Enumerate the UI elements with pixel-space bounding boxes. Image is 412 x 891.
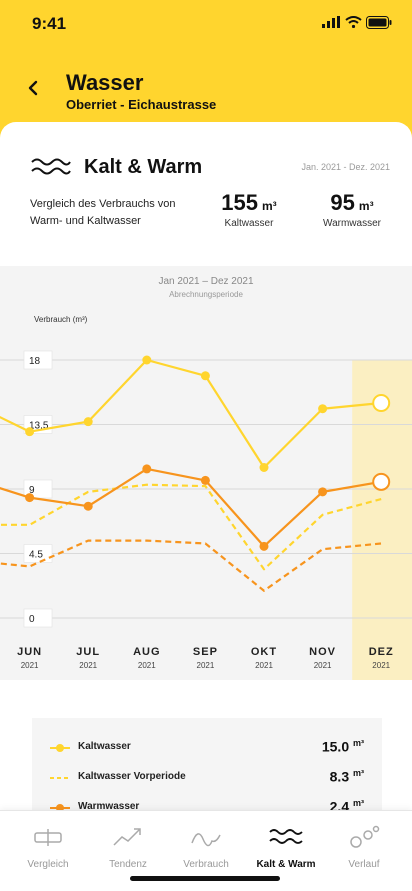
- series-line-warmwasser: [0, 467, 382, 548]
- y-tick-box: [23, 544, 53, 563]
- legend-row-kaltwasser: Kaltwasser 15.0 m³: [48, 738, 366, 758]
- home-indicator: [130, 876, 280, 881]
- card-header: Kalt & Warm Jan. 2021 - Dez. 2021: [30, 152, 390, 182]
- data-point: [25, 493, 35, 503]
- dashed-yellow-line-icon: [50, 777, 70, 779]
- stat-label: Warmwasser: [323, 218, 381, 229]
- compare-icon: [34, 829, 62, 846]
- chart-y-axis-label: Verbrauch (m³): [34, 315, 88, 324]
- tab-kalt-warm[interactable]: Kalt & Warm: [246, 811, 326, 881]
- page-title: Wasser: [66, 70, 144, 95]
- data-point: [259, 541, 269, 551]
- y-tick-label: 4.5: [29, 550, 43, 561]
- data-point: [83, 501, 93, 511]
- x-tick-year: 2021: [138, 661, 156, 670]
- tab-verbrauch[interactable]: Verbrauch: [166, 811, 246, 881]
- data-point: [83, 417, 93, 427]
- wifi-icon: [345, 16, 362, 28]
- selected-data-point: [372, 394, 391, 412]
- x-tick-month: OKT: [251, 646, 277, 658]
- consumption-line-chart[interactable]: 18 13.5 9 4.5 0 JUN 2021 JUL 2021 AUG 2021 SEP 2021 O…: [0, 266, 412, 680]
- x-tick-month: SEP: [193, 646, 218, 658]
- card-title: Kalt & Warm: [84, 156, 203, 178]
- x-tick-month: JUN: [17, 646, 42, 658]
- stat-value: 155: [221, 190, 259, 215]
- x-tick-year: 2021: [314, 661, 332, 670]
- tab-label: Verbrauch: [183, 859, 229, 870]
- data-point: [200, 475, 210, 485]
- x-tick-month: AUG: [133, 646, 160, 658]
- stat-value: 95: [330, 190, 355, 215]
- stat-label: Kaltwasser: [224, 218, 274, 229]
- y-tick-label: 0: [29, 614, 35, 625]
- signal-icon: [322, 16, 340, 28]
- series-line-kaltwasser: [0, 358, 382, 469]
- x-tick-year: 2021: [79, 661, 97, 670]
- legend-label: Kaltwasser: [78, 741, 131, 752]
- page-subtitle: Oberriet - Eichaustrasse: [66, 97, 217, 112]
- x-tick-year: 2021: [21, 661, 39, 670]
- solid-yellow-line-icon: [50, 744, 70, 752]
- stat-warmwasser: 95 m³ Warmwasser: [314, 190, 390, 229]
- data-point: [259, 463, 269, 472]
- trend-icon: [113, 828, 141, 846]
- series-line-kaltwasser-vorperiode: [0, 483, 382, 571]
- x-tick-year: 2021: [255, 661, 273, 670]
- y-tick-box: [23, 608, 53, 628]
- x-tick-year: 2021: [372, 661, 390, 670]
- tab-verlauf[interactable]: Verlauf: [324, 811, 404, 881]
- card-period: Jan. 2021 - Dez. 2021: [301, 162, 390, 172]
- tab-label: Tendenz: [109, 859, 147, 870]
- data-point: [200, 371, 210, 381]
- back-arrow-icon[interactable]: [22, 76, 46, 100]
- legend-label: Warmwasser: [78, 801, 140, 812]
- chart-background: [0, 266, 412, 680]
- tab-label: Verlauf: [348, 859, 380, 870]
- stat-unit: m³: [358, 199, 374, 213]
- legend-label: Kaltwasser Vorperiode: [78, 771, 186, 782]
- tab-label: Kalt & Warm: [256, 859, 316, 870]
- legend-value: 15.0 m³: [321, 738, 364, 755]
- stat-unit: m³: [262, 199, 277, 213]
- tab-tendenz[interactable]: Tendenz: [88, 811, 168, 881]
- stat-kaltwasser: 155 m³ Kaltwasser: [206, 190, 292, 229]
- status-time: 9:41: [32, 14, 67, 33]
- x-tick-month: NOV: [309, 646, 336, 658]
- legend-row-kaltwasser-vorperiode: Kaltwasser Vorperiode 8.3 m³: [48, 768, 366, 788]
- y-tick-box: [23, 350, 53, 370]
- x-tick-year: 2021: [197, 661, 215, 670]
- data-point: [142, 464, 152, 474]
- waves-icon: [269, 829, 303, 844]
- data-point: [318, 487, 328, 497]
- consumption-icon: [191, 833, 221, 847]
- highlight-column: [352, 360, 412, 680]
- x-tick-month: JUL: [76, 646, 100, 658]
- bubbles-icon: [350, 825, 380, 848]
- tab-vergleich[interactable]: Vergleich: [8, 811, 88, 881]
- series-line-warmwasser-vorperiode: [0, 539, 382, 592]
- x-tick-month: DEZ: [369, 646, 394, 658]
- data-point: [142, 355, 152, 365]
- selected-data-point: [372, 472, 391, 491]
- status-bar: 9:41: [0, 0, 412, 46]
- y-tick-label: 13.5: [29, 421, 49, 432]
- chart-title: Jan 2021 – Dez 2021: [158, 276, 254, 287]
- battery-icon: [366, 16, 392, 29]
- waves-icon: [31, 158, 71, 175]
- chart-subtitle: Abrechnungsperiode: [169, 290, 243, 299]
- tab-label: Vergleich: [27, 859, 69, 870]
- data-point: [318, 404, 328, 414]
- card-description: Vergleich des Verbrauchs von Warm- und K…: [30, 198, 176, 227]
- data-point: [25, 427, 35, 437]
- y-tick-label: 9: [29, 485, 35, 496]
- y-tick-label: 18: [29, 356, 41, 367]
- legend-value: 8.3 m³: [329, 768, 364, 785]
